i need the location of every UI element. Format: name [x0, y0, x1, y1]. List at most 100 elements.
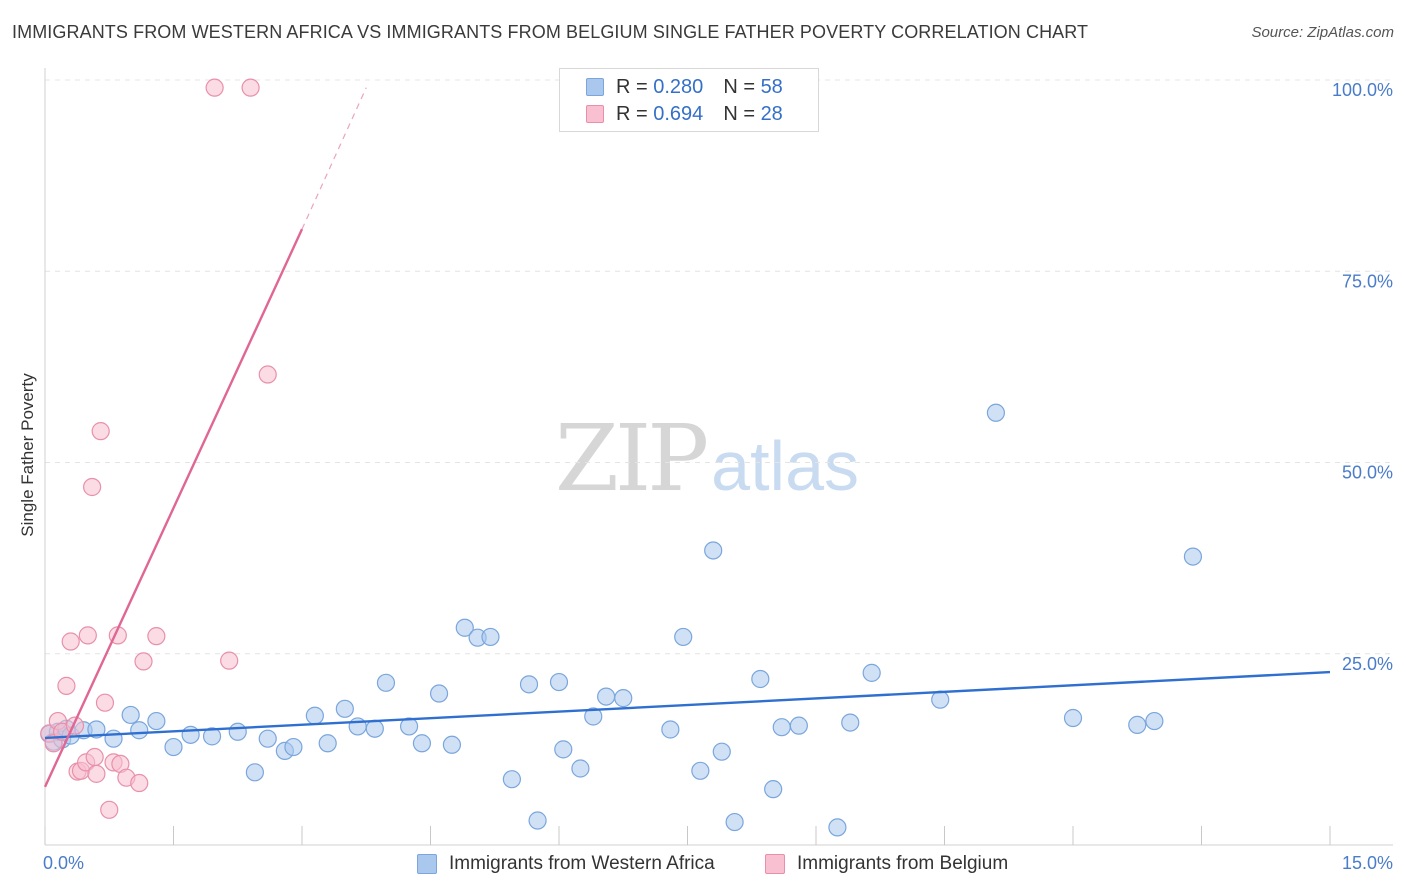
- bottom-legend-label-belgium: Immigrants from Belgium: [797, 853, 1009, 874]
- point-belgium: [220, 651, 239, 670]
- chart-title: IMMIGRANTS FROM WESTERN AFRICA VS IMMIGR…: [12, 22, 1089, 42]
- point-belgium: [258, 365, 277, 384]
- watermark-atlas: atlas: [711, 427, 860, 505]
- point-western-africa: [399, 717, 419, 736]
- point-belgium: [87, 764, 106, 783]
- point-western-africa: [674, 627, 693, 647]
- point-western-africa: [258, 729, 277, 748]
- point-western-africa: [571, 759, 590, 778]
- point-western-africa: [284, 737, 303, 757]
- point-western-africa: [365, 719, 384, 738]
- y-tick-label: 50.0%: [1342, 463, 1393, 483]
- point-belgium: [78, 626, 97, 645]
- point-western-africa: [828, 818, 847, 837]
- point-western-africa: [1183, 547, 1203, 566]
- point-belgium: [205, 78, 224, 97]
- point-belgium: [134, 652, 153, 671]
- point-western-africa: [554, 740, 573, 759]
- point-western-africa: [442, 735, 462, 754]
- y-tick-label: 25.0%: [1342, 654, 1393, 674]
- point-western-africa: [1063, 708, 1083, 728]
- trendline-belgium-extension: [301, 87, 367, 230]
- point-western-africa: [986, 403, 1006, 422]
- point-belgium: [85, 747, 104, 767]
- legend-swatch-belgium: [586, 105, 604, 123]
- point-western-africa: [597, 687, 616, 706]
- legend-n-label: N =: [723, 75, 755, 98]
- point-western-africa: [528, 811, 547, 830]
- point-western-africa: [751, 669, 770, 689]
- legend-r-value: 0.280: [653, 75, 704, 98]
- point-western-africa: [789, 716, 808, 735]
- bottom-legend-belgium: Immigrants from Belgium: [765, 851, 1008, 877]
- point-western-africa: [164, 737, 183, 757]
- point-western-africa: [691, 761, 710, 780]
- point-western-africa: [87, 720, 106, 739]
- point-western-africa: [519, 675, 539, 694]
- source-label: Source: ZipAtlas.com: [1251, 24, 1394, 41]
- point-western-africa: [318, 734, 337, 753]
- point-belgium: [57, 676, 76, 695]
- point-belgium: [147, 627, 166, 646]
- point-western-africa: [661, 720, 680, 739]
- point-western-africa: [202, 727, 222, 746]
- y-tick-label: 100.0%: [1332, 80, 1393, 100]
- point-western-africa: [147, 711, 166, 731]
- point-western-africa: [931, 690, 950, 709]
- point-western-africa: [481, 627, 500, 647]
- point-western-africa: [1145, 711, 1164, 731]
- point-western-africa: [305, 706, 324, 725]
- bottom-legend-western-africa: Immigrants from Western Africa: [417, 851, 715, 877]
- bottom-legend-label-western-africa: Immigrants from Western Africa: [449, 853, 715, 874]
- point-belgium: [100, 800, 119, 819]
- point-belgium: [241, 78, 260, 97]
- point-western-africa: [376, 673, 396, 692]
- point-western-africa: [181, 725, 200, 744]
- watermark: ZIPatlas: [555, 405, 859, 512]
- y-tick-label: 75.0%: [1342, 271, 1393, 291]
- point-western-africa: [429, 684, 449, 703]
- point-western-africa: [725, 812, 744, 832]
- point-western-africa: [584, 707, 603, 726]
- point-western-africa: [764, 780, 783, 799]
- point-belgium: [91, 422, 110, 441]
- legend-swatch-western-africa: [586, 78, 604, 96]
- bottom-legend-swatch-belgium: [765, 854, 785, 874]
- x-tick-label: 15.0%: [1342, 853, 1393, 873]
- point-western-africa: [1128, 715, 1147, 734]
- point-belgium: [61, 632, 80, 651]
- point-western-africa: [704, 541, 723, 560]
- legend-n-label: N =: [723, 102, 755, 125]
- point-western-africa: [412, 734, 432, 753]
- point-western-africa: [130, 721, 149, 740]
- point-western-africa: [549, 672, 569, 692]
- x-tick-label: 0.0%: [43, 853, 84, 873]
- trendline-belgium: [43, 228, 304, 788]
- legend-r-label: R =: [616, 75, 648, 98]
- point-western-africa: [614, 689, 633, 708]
- correlation-legend: R = 0.280 N = 58 R = 0.694 N = 28: [559, 68, 819, 132]
- point-western-africa: [121, 705, 140, 725]
- legend-row-western-africa: R = 0.280 N = 58: [586, 74, 783, 100]
- legend-r-label: R =: [616, 102, 648, 125]
- legend-row-belgium: R = 0.694 N = 28: [586, 101, 783, 127]
- point-western-africa: [455, 618, 474, 637]
- point-western-africa: [228, 722, 247, 741]
- point-western-africa: [104, 729, 123, 748]
- point-western-africa: [335, 699, 354, 718]
- point-belgium: [83, 477, 102, 497]
- point-western-africa: [502, 770, 521, 789]
- bottom-legend-swatch-western-africa: [417, 854, 437, 874]
- watermark-zip: ZIP: [555, 405, 709, 512]
- legend-n-value: 58: [760, 75, 783, 98]
- point-belgium: [130, 773, 149, 793]
- point-western-africa: [712, 742, 731, 761]
- point-western-africa: [772, 718, 791, 737]
- point-western-africa: [245, 763, 264, 782]
- point-western-africa: [841, 713, 860, 732]
- trendline-western-africa: [44, 670, 1331, 740]
- legend-n-value: 28: [760, 102, 783, 125]
- point-western-africa: [862, 663, 881, 682]
- legend-r-value: 0.694: [653, 102, 704, 125]
